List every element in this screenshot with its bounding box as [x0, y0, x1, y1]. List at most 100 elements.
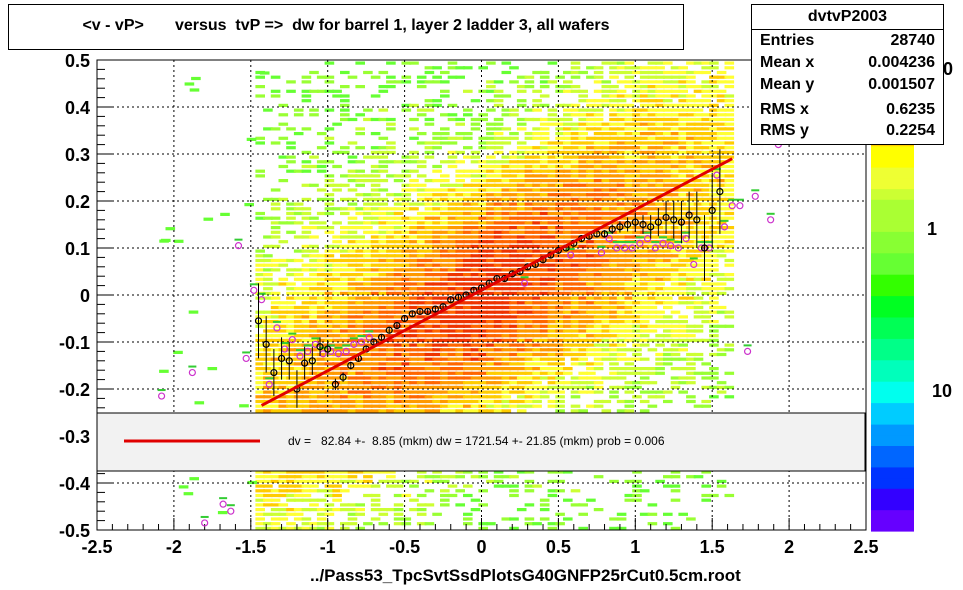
heat-cell [301, 399, 312, 404]
heat-cell [370, 395, 381, 399]
heat-cell [424, 117, 435, 122]
heat-cell [570, 357, 581, 361]
heat-cell [547, 334, 558, 338]
heat-cell [293, 367, 304, 371]
heat-cell [278, 517, 289, 521]
heat-cell [686, 244, 696, 248]
heat-cell [440, 315, 450, 319]
heat-cell [440, 277, 450, 281]
heat-cell [647, 108, 658, 112]
heat-cell [370, 240, 381, 244]
heat-cell [586, 244, 596, 248]
heat-cell [509, 475, 519, 479]
heat-cell [601, 324, 612, 328]
heat-cell [601, 202, 612, 206]
heat-cell [347, 324, 358, 328]
heat-cell [639, 85, 650, 89]
heat-cell [486, 385, 496, 389]
heat-cell [593, 188, 604, 192]
heat-cell [393, 291, 404, 295]
heat-cell [409, 254, 419, 258]
heat-cell [470, 249, 481, 253]
fit-result-text: dv = 82.84 +- 8.85 (mkm) dw = 1721.54 +-… [288, 434, 665, 448]
heat-cell [309, 305, 319, 310]
heat-cell [670, 301, 681, 305]
heat-cell [624, 310, 635, 314]
heat-cell [716, 150, 727, 154]
heat-cell [609, 301, 619, 305]
heat-cell [340, 287, 350, 291]
heat-cell [340, 381, 350, 385]
colorbar-swatch [871, 391, 914, 404]
heat-cell [416, 512, 427, 516]
heat-cell [293, 526, 304, 530]
heat-cell [593, 334, 604, 338]
heat-cell [616, 268, 627, 272]
heat-cell [539, 315, 550, 319]
heat-cell [401, 103, 412, 107]
heat-cell [424, 390, 435, 394]
heat-cell [593, 80, 604, 84]
heat-cell [678, 179, 688, 183]
profile-point [324, 345, 332, 353]
heat-cell [416, 132, 427, 136]
heat-cell [286, 470, 296, 474]
heat-cell [670, 235, 681, 239]
heat-cell [432, 390, 442, 394]
heat-cell [370, 338, 381, 342]
heat-cell [586, 254, 596, 258]
heat-cell [539, 94, 550, 98]
colorbar-swatch [871, 209, 914, 222]
heat-cell [563, 498, 573, 502]
heat-cell [378, 404, 389, 408]
heat-cell [286, 498, 296, 502]
heat-cell [370, 202, 381, 206]
heat-cell [493, 362, 504, 366]
heat-cell [516, 362, 527, 366]
heat-cell [716, 183, 727, 187]
heat-cell [639, 146, 650, 150]
heat-cell [270, 348, 281, 352]
profile-point [431, 305, 439, 313]
heat-cell [363, 268, 373, 272]
heat-cell [363, 484, 373, 488]
heat-cell [393, 235, 404, 239]
heat-cell [286, 352, 296, 357]
heat-cell [570, 146, 581, 150]
heat-cell [393, 343, 404, 347]
heat-cell [670, 183, 681, 187]
heat-cell [409, 484, 419, 488]
alt-point [690, 260, 698, 269]
heat-cell [340, 362, 350, 366]
heat-cell [655, 70, 665, 75]
heat-cell [609, 113, 619, 117]
heat-cell [386, 127, 396, 131]
heat-cell [501, 254, 512, 258]
heat-cell [324, 268, 335, 272]
heat-cell [486, 320, 496, 324]
heat-cell [539, 80, 550, 84]
heat-cell [539, 367, 550, 371]
heat-cell [693, 254, 704, 258]
heat-cell [486, 338, 496, 342]
heat-cell [270, 235, 281, 239]
heat-cell [316, 146, 327, 150]
heat-cell [447, 61, 458, 65]
heat-cell [609, 183, 619, 187]
heat-cell [355, 226, 365, 230]
heat-cell [724, 127, 735, 131]
heat-cell [670, 484, 681, 488]
heat-cell [301, 470, 312, 474]
heat-cell [516, 334, 527, 338]
heat-cell [616, 526, 627, 530]
heat-cell [270, 503, 281, 507]
heat-cell [539, 150, 550, 154]
heat-cell [324, 334, 335, 338]
profile-point [408, 310, 416, 318]
heat-cell [478, 395, 488, 399]
heat-cell [578, 216, 588, 220]
heat-cell [447, 404, 458, 408]
heat-cell [524, 385, 535, 389]
heat-cell [639, 183, 650, 187]
heat-cell [670, 352, 681, 357]
